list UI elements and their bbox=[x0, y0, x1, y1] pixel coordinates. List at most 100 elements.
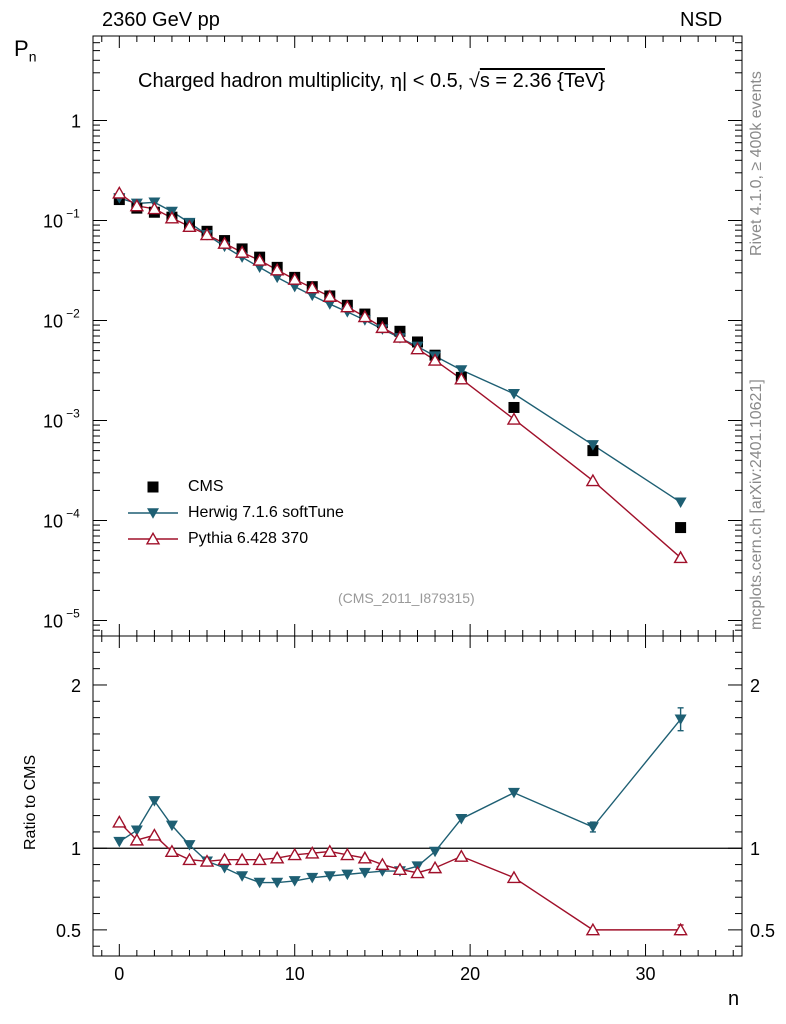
chart-title-middle: | < 0.5, bbox=[401, 70, 469, 92]
ratio-point-series1 bbox=[217, 852, 232, 866]
chart-title-s: s = 2.36 {TeV} bbox=[479, 70, 605, 92]
y-tick-exponent: −1 bbox=[66, 207, 80, 221]
ratio-y-tick-label-right: 1 bbox=[750, 839, 760, 859]
x-axis-label: n bbox=[728, 988, 740, 1010]
legend-label-cms: CMS bbox=[188, 478, 224, 495]
legend-label-pythia: Pythia 6.428 370 bbox=[188, 530, 309, 547]
main-point-series2 bbox=[410, 341, 425, 355]
main-point-series2 bbox=[454, 371, 469, 385]
y-tick-exponent: −4 bbox=[66, 507, 80, 521]
ratio-point-series0 bbox=[148, 796, 161, 807]
main-point-series2 bbox=[392, 330, 408, 343]
x-tick-label: 20 bbox=[460, 964, 480, 984]
ratio-plot-frame bbox=[92, 635, 743, 957]
ratio-y-tick-label: 1 bbox=[71, 839, 81, 859]
ratio-point-series1 bbox=[287, 847, 302, 861]
y-tick-exponent: −5 bbox=[66, 607, 80, 621]
ratio-point-series1 bbox=[454, 849, 469, 862]
main-point-series2 bbox=[322, 289, 338, 302]
ratio-point-series0 bbox=[183, 840, 196, 851]
ratio-point-series0 bbox=[218, 863, 231, 874]
ratio-point-series1 bbox=[305, 846, 320, 859]
ratio-point-series0 bbox=[507, 787, 520, 799]
main-point-series2 bbox=[182, 219, 197, 233]
ratio-point-series0 bbox=[236, 871, 249, 882]
main-point-series2 bbox=[357, 309, 373, 323]
ratio-y-tick-label-right: 0.5 bbox=[750, 921, 775, 941]
ratio-point-series0 bbox=[429, 846, 442, 858]
ratio-point-series1 bbox=[392, 862, 408, 875]
main-point-series1 bbox=[586, 440, 599, 451]
ratio-point-series0 bbox=[113, 836, 126, 848]
ratio-point-series1 bbox=[269, 850, 285, 864]
main-point-series2 bbox=[112, 185, 127, 199]
ratio-point-series1 bbox=[322, 844, 338, 858]
ratio-y-tick-label: 0.5 bbox=[56, 921, 81, 941]
chart-title-sqrt: √ bbox=[468, 70, 480, 92]
main-series-line-2 bbox=[118, 192, 682, 559]
main-point-series2 bbox=[375, 320, 390, 334]
legend-marker-2 bbox=[145, 531, 161, 545]
ratio-point-series1 bbox=[410, 865, 425, 879]
ratio-point-series0 bbox=[271, 877, 284, 889]
ratio-point-series0 bbox=[586, 822, 599, 833]
header-left: 2360 GeV pp bbox=[102, 9, 220, 31]
y-axis-label-main: Pn bbox=[14, 36, 37, 65]
main-point-series1 bbox=[507, 388, 520, 400]
ratio-point-series0 bbox=[674, 714, 687, 725]
rivet-version-label: Rivet 4.1.0, ≥ 400k events bbox=[748, 71, 765, 256]
ratio-point-series1 bbox=[112, 815, 127, 828]
ratio-point-series1 bbox=[427, 860, 443, 874]
ratio-point-series1 bbox=[585, 922, 601, 936]
main-point-series2 bbox=[427, 353, 443, 366]
x-tick-label: 10 bbox=[285, 964, 305, 984]
main-point-series1 bbox=[674, 497, 687, 509]
legend-marker-1 bbox=[147, 508, 159, 519]
ratio-point-series1 bbox=[506, 870, 522, 884]
main-point-series2 bbox=[147, 201, 162, 215]
main-point-series2 bbox=[506, 412, 522, 425]
ratio-point-series0 bbox=[358, 867, 371, 879]
legend-marker-0 bbox=[147, 481, 159, 493]
y-tick-label: 10 bbox=[43, 612, 63, 632]
main-point-series0 bbox=[675, 522, 687, 534]
ratio-point-series1 bbox=[164, 844, 180, 858]
ratio-point-series0 bbox=[288, 876, 301, 887]
y-tick-exponent: −3 bbox=[66, 407, 80, 421]
ratio-point-series0 bbox=[323, 871, 336, 882]
main-point-series2 bbox=[287, 272, 302, 285]
main-point-series2 bbox=[269, 262, 285, 276]
ratio-point-series1 bbox=[673, 922, 688, 936]
main-point-series2 bbox=[164, 210, 180, 224]
chart-title-eta: η bbox=[389, 68, 402, 92]
legend-label-herwig: Herwig 7.1.6 softTune bbox=[188, 504, 344, 521]
x-tick-label: 30 bbox=[636, 964, 656, 984]
ratio-point-series1 bbox=[375, 857, 390, 871]
main-point-series2 bbox=[217, 236, 232, 249]
ratio-point-series0 bbox=[130, 825, 143, 836]
ratio-point-series0 bbox=[306, 872, 319, 884]
ratio-point-series1 bbox=[147, 828, 162, 841]
ratio-point-series1 bbox=[234, 852, 250, 866]
main-point-series0 bbox=[508, 401, 520, 413]
ratio-point-series1 bbox=[182, 852, 197, 866]
ratio-point-series1 bbox=[340, 847, 355, 861]
main-point-series2 bbox=[305, 280, 320, 294]
ratio-point-series1 bbox=[129, 832, 145, 846]
main-point-series2 bbox=[234, 245, 250, 258]
main-point-series2 bbox=[199, 227, 215, 241]
y-tick-label: 10 bbox=[43, 312, 63, 332]
y-tick-label: 1 bbox=[71, 112, 81, 132]
ratio-point-series1 bbox=[199, 854, 215, 867]
main-point-series1 bbox=[455, 365, 468, 376]
ratio-point-series0 bbox=[341, 869, 354, 881]
ratio-point-series1 bbox=[357, 850, 373, 864]
main-point-series2 bbox=[673, 550, 688, 564]
y-tick-label: 10 bbox=[43, 212, 63, 232]
ratio-point-series0 bbox=[165, 820, 178, 832]
ratio-point-series0 bbox=[253, 877, 266, 889]
main-series-line-1 bbox=[119, 197, 681, 503]
ratio-y-tick-label: 2 bbox=[71, 676, 81, 696]
y-axis-label-ratio: Ratio to CMS bbox=[22, 754, 39, 850]
